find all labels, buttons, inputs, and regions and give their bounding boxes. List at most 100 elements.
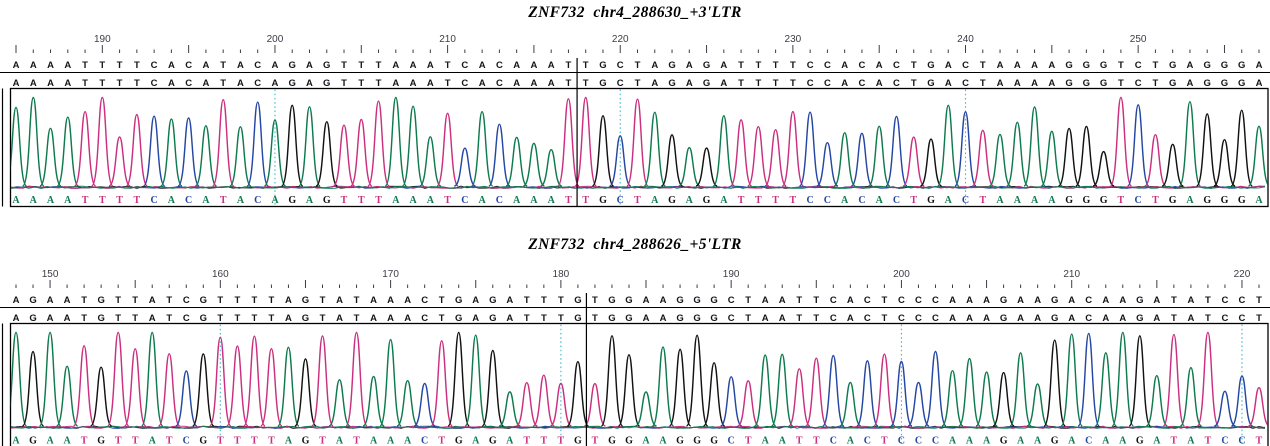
- ruler-label: 180: [553, 269, 570, 280]
- base-letter: C: [421, 295, 428, 306]
- base-call-letter: C: [1085, 436, 1092, 446]
- base-letter: A: [1256, 60, 1263, 71]
- base-letter: T: [81, 313, 87, 324]
- peak-A: [1179, 366, 1203, 427]
- base-letter: A: [47, 295, 54, 306]
- base-letter: G: [200, 295, 207, 306]
- base-call-letter: G: [1082, 195, 1090, 206]
- base-letter: A: [876, 60, 883, 71]
- base-letter: G: [289, 60, 296, 71]
- base-letter: A: [47, 313, 54, 324]
- base-letter: G: [489, 295, 496, 306]
- base-call-letter: T: [1256, 436, 1263, 446]
- peak-A: [770, 353, 794, 427]
- base-letter: C: [858, 78, 865, 89]
- ruler-label: 230: [785, 34, 802, 45]
- base-letter: A: [404, 313, 411, 324]
- peak-A: [10, 106, 28, 187]
- base-call-letter: C: [824, 195, 831, 206]
- base-letter: C: [617, 60, 624, 71]
- peak-T: [971, 129, 995, 187]
- peak-A: [1145, 374, 1169, 427]
- base-letter: G: [703, 60, 710, 71]
- peak-G: [21, 350, 45, 427]
- base-letter: T: [773, 78, 779, 89]
- peak-A: [936, 104, 960, 187]
- base-letter: T: [358, 78, 364, 89]
- base-call-letter: G: [199, 436, 207, 446]
- base-call-letter: T: [1152, 195, 1159, 206]
- base-call-letter: G: [1169, 195, 1177, 206]
- base-letter: A: [13, 78, 20, 89]
- peak-T: [72, 345, 96, 427]
- base-letter: A: [427, 60, 434, 71]
- base-letter: A: [841, 78, 848, 89]
- base-letter: A: [686, 78, 693, 89]
- base-letter: C: [893, 78, 900, 89]
- base-letter: A: [202, 60, 209, 71]
- base-letter: G: [676, 313, 683, 324]
- base-letter: C: [254, 60, 261, 71]
- base-letter: G: [455, 313, 462, 324]
- base-call-letter: A: [1187, 436, 1195, 446]
- peak-A: [1094, 352, 1118, 427]
- base-letter: G: [1100, 60, 1107, 71]
- base-letter: A: [404, 295, 411, 306]
- base-letter: A: [548, 60, 555, 71]
- base-letter: T: [1205, 295, 1211, 306]
- base-letter: T: [320, 295, 326, 306]
- base-letter: T: [524, 295, 530, 306]
- base-letter: C: [254, 78, 261, 89]
- peak-G: [481, 349, 505, 427]
- peak-T: [123, 348, 147, 427]
- base-letter: A: [306, 78, 313, 89]
- base-call-letter: A: [202, 195, 210, 206]
- base-letter: C: [151, 78, 158, 89]
- peak-C: [177, 117, 200, 187]
- peak-A: [833, 132, 857, 187]
- peak-G: [1195, 113, 1219, 187]
- peak-C: [885, 115, 908, 187]
- base-letter: A: [949, 295, 956, 306]
- base-call-letter: T: [1205, 436, 1212, 446]
- base-call-letter: T: [116, 195, 123, 206]
- base-call-letter: C: [915, 436, 922, 446]
- base-letter: T: [558, 295, 564, 306]
- base-letter: C: [807, 60, 814, 71]
- peak-A: [975, 371, 998, 427]
- base-letter: A: [47, 60, 54, 71]
- peak-T: [345, 331, 368, 427]
- peak-C: [608, 135, 632, 187]
- peak-T: [574, 96, 598, 187]
- base-letter: C: [864, 295, 871, 306]
- peak-A: [194, 125, 218, 187]
- peak-G: [660, 134, 684, 187]
- base-call-letter: T: [813, 436, 820, 446]
- base-letter: A: [30, 60, 37, 71]
- base-letter: T: [354, 313, 360, 324]
- base-letter: C: [898, 313, 905, 324]
- peak-T: [367, 100, 390, 187]
- base-letter: A: [779, 295, 786, 306]
- base-letter: G: [455, 295, 462, 306]
- base-call-letter: G: [693, 436, 701, 446]
- base-call-letter: C: [830, 436, 837, 446]
- base-call-letter: G: [703, 195, 711, 206]
- base-call-letter: G: [668, 195, 676, 206]
- base-letter: A: [1102, 313, 1109, 324]
- peak-C: [1077, 332, 1101, 427]
- base-letter: G: [693, 313, 700, 324]
- peak-T: [736, 380, 760, 427]
- base-call-letter: T: [99, 195, 106, 206]
- base-letter: G: [1204, 78, 1211, 89]
- base-call-letter: A: [1034, 436, 1042, 446]
- base-letter: T: [813, 313, 819, 324]
- base-letter: A: [1187, 60, 1194, 71]
- peak-C: [413, 382, 437, 427]
- peak-T: [211, 98, 235, 187]
- peak-A: [651, 346, 675, 427]
